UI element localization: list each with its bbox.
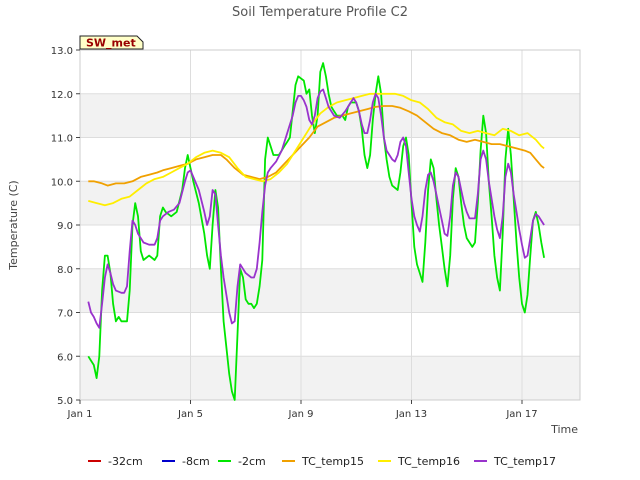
y-tick-label: 12.0 (51, 90, 73, 101)
series-line-2cm (87, 62, 545, 401)
y-axis-label: Temperature (C) (7, 180, 20, 270)
legend: -32cm -8cm -2cm TC_temp15 TC_temp16 TC_temp17 (88, 455, 556, 468)
legend-label-tc-temp16: TC_temp16 (397, 455, 460, 468)
y-tick-label: 11.0 (51, 134, 73, 145)
x-axis-label: Time (550, 423, 578, 436)
x-tick-label: Jan 17 (505, 409, 537, 420)
series-line-tc-temp17 (87, 88, 545, 329)
x-tick-label: Jan 13 (395, 409, 427, 420)
plot-bands (80, 93, 580, 400)
station-label-box: SW_met (79, 35, 144, 50)
legend-label-tc-temp17: TC_temp17 (493, 455, 556, 468)
y-tick-label: 8.0 (57, 265, 73, 276)
x-tick-label: Jan 5 (177, 409, 203, 420)
legend-label-2cm: -2cm (238, 455, 266, 468)
plot-band (80, 356, 580, 400)
x-axis-ticks: Jan 1 Jan 5 Jan 9 Jan 13 Jan 17 (67, 400, 538, 420)
legend-label-32cm: -32cm (108, 455, 143, 468)
y-axis-ticks: 5.0 6.0 7.0 8.0 9.0 10.0 11.0 12.0 13.0 (51, 46, 80, 407)
y-tick-label: 7.0 (57, 309, 73, 320)
plot-band (80, 181, 580, 225)
x-tick-label: Jan 9 (288, 409, 314, 420)
y-tick-label: 13.0 (51, 46, 73, 57)
legend-label-8cm: -8cm (182, 455, 210, 468)
chart-title: Soil Temperature Profile C2 (232, 5, 408, 20)
series-line-tc-temp16 (88, 92, 545, 207)
series-layer (87, 62, 545, 401)
series-line-tc-temp15 (88, 105, 545, 187)
y-tick-label: 10.0 (51, 177, 73, 188)
y-tick-label: 9.0 (57, 221, 73, 232)
legend-label-tc-temp15: TC_temp15 (301, 455, 364, 468)
y-tick-label: 5.0 (57, 396, 73, 407)
y-tick-label: 6.0 (57, 352, 73, 363)
station-label: SW_met (86, 37, 136, 50)
plot-band (80, 268, 580, 313)
x-tick-label: Jan 1 (67, 409, 93, 420)
station-label-shape (79, 35, 144, 50)
